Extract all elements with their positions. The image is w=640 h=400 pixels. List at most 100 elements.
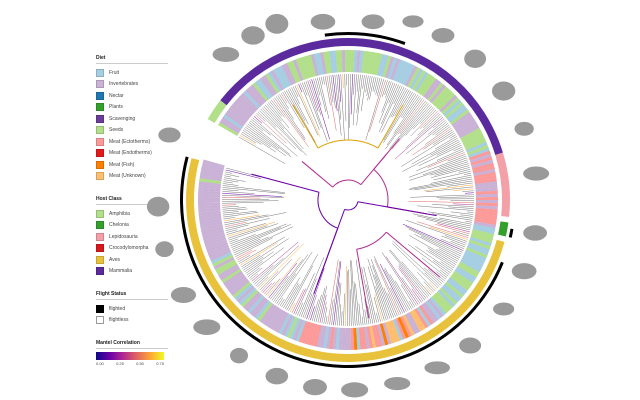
tree-branch xyxy=(427,120,446,135)
legend-label: Aves xyxy=(109,256,121,263)
tree-branch xyxy=(383,91,413,141)
tree-branch xyxy=(374,259,400,316)
diet-segment xyxy=(392,59,404,82)
tree-branch xyxy=(292,86,299,98)
legend-label: Scavenging xyxy=(109,115,136,122)
diet-segment xyxy=(462,133,484,146)
diet-segment xyxy=(341,327,346,350)
tree-branch xyxy=(232,238,261,252)
tree-branch xyxy=(373,138,400,170)
legend-swatch xyxy=(96,304,104,313)
tree-branch xyxy=(427,152,465,168)
tree-branch xyxy=(374,77,379,93)
tree-branch xyxy=(439,217,472,225)
tree-branch xyxy=(315,78,321,96)
tree-branch xyxy=(462,190,474,192)
tree-branch xyxy=(452,203,474,205)
tree-branch xyxy=(434,136,457,150)
tree-branch xyxy=(302,293,313,318)
diet-segment xyxy=(387,320,398,343)
diet-segment xyxy=(257,78,273,99)
tree-branch xyxy=(276,251,313,304)
diet-segment xyxy=(301,321,312,344)
diet-segment xyxy=(464,138,487,151)
tree-branches xyxy=(222,74,474,326)
tree-branch xyxy=(357,201,437,217)
tree-branch xyxy=(258,243,304,289)
legend-item: flighted xyxy=(96,303,168,315)
diet-segment xyxy=(475,190,498,195)
legend-label: flightless xyxy=(109,317,129,324)
diet-segment xyxy=(249,296,267,316)
tree-branch xyxy=(405,226,463,253)
tree-branch xyxy=(423,112,440,129)
tree-branch xyxy=(247,123,292,158)
diet-segment xyxy=(210,251,233,264)
tree-branch xyxy=(378,82,396,123)
tree-branch xyxy=(444,235,467,244)
diet-segment xyxy=(371,325,380,348)
diet-segment xyxy=(278,65,292,87)
tree-branch xyxy=(383,92,415,144)
diet-segment xyxy=(245,293,263,312)
legend-label: Mammalia xyxy=(109,268,133,275)
diet-legend-title: Diet xyxy=(96,55,168,64)
host-class-legend: Host Class Amphibia Chelonia Lepidosauria C… xyxy=(96,196,168,277)
tree-branch xyxy=(289,302,296,313)
diet-segment xyxy=(467,242,490,253)
diet-segment xyxy=(221,268,242,284)
tree-branch xyxy=(343,293,345,326)
tree-branch xyxy=(384,269,407,312)
diet-segment xyxy=(325,326,332,349)
tree-branch xyxy=(291,87,300,105)
iguana-silhouette-icon xyxy=(511,263,537,280)
diet-segment xyxy=(461,130,483,144)
diet-segment xyxy=(298,320,309,343)
diet-segment xyxy=(249,84,267,104)
tree-branch xyxy=(358,303,362,326)
diet-segment xyxy=(444,101,464,119)
diet-segment xyxy=(202,159,225,169)
legend: Diet Fruit Invertebrates Nectar Plants Scave… xyxy=(96,55,168,366)
legend-swatch xyxy=(96,244,104,253)
tree-branch xyxy=(322,76,325,85)
tree-branch xyxy=(262,107,307,156)
diet-segment xyxy=(446,104,466,121)
tree-branch xyxy=(317,139,379,149)
tree-branch xyxy=(223,181,233,184)
legend-swatch xyxy=(96,209,104,218)
tree-branch xyxy=(295,273,315,315)
tree-branch xyxy=(435,224,470,235)
legend-swatch xyxy=(96,149,104,158)
tree-branch xyxy=(409,161,469,181)
tree-branch xyxy=(284,91,298,115)
tree-branch xyxy=(275,96,306,139)
tree-branch xyxy=(414,234,461,259)
tree-branch xyxy=(305,81,328,142)
diet-segment xyxy=(338,50,343,73)
mantel-colorbar xyxy=(96,352,164,360)
flight-status-segment xyxy=(508,228,514,238)
tree-branch xyxy=(355,283,360,326)
diet-segment xyxy=(259,303,275,324)
tree-branch xyxy=(224,214,269,224)
tree-branch xyxy=(257,111,297,150)
diet-segment xyxy=(257,301,273,322)
diet-segment xyxy=(453,270,473,286)
tree-branch xyxy=(238,136,286,165)
diet-segment xyxy=(384,56,395,79)
mantel-legend-title: Mantel Correlation xyxy=(96,340,168,349)
tree-branch xyxy=(453,146,463,152)
diet-segment xyxy=(341,50,346,73)
diet-segment xyxy=(295,319,306,342)
diet-segment xyxy=(475,210,498,216)
tree-branch xyxy=(283,282,299,309)
tree-branch xyxy=(447,182,473,187)
legend-swatch xyxy=(96,91,104,100)
tree-branch xyxy=(342,74,344,88)
diet-segment xyxy=(212,254,234,267)
legend-item: Scavenging xyxy=(96,113,168,125)
tree-branch xyxy=(308,294,317,320)
diet-segment xyxy=(270,309,284,330)
legend-label: Amphibia xyxy=(109,210,130,217)
